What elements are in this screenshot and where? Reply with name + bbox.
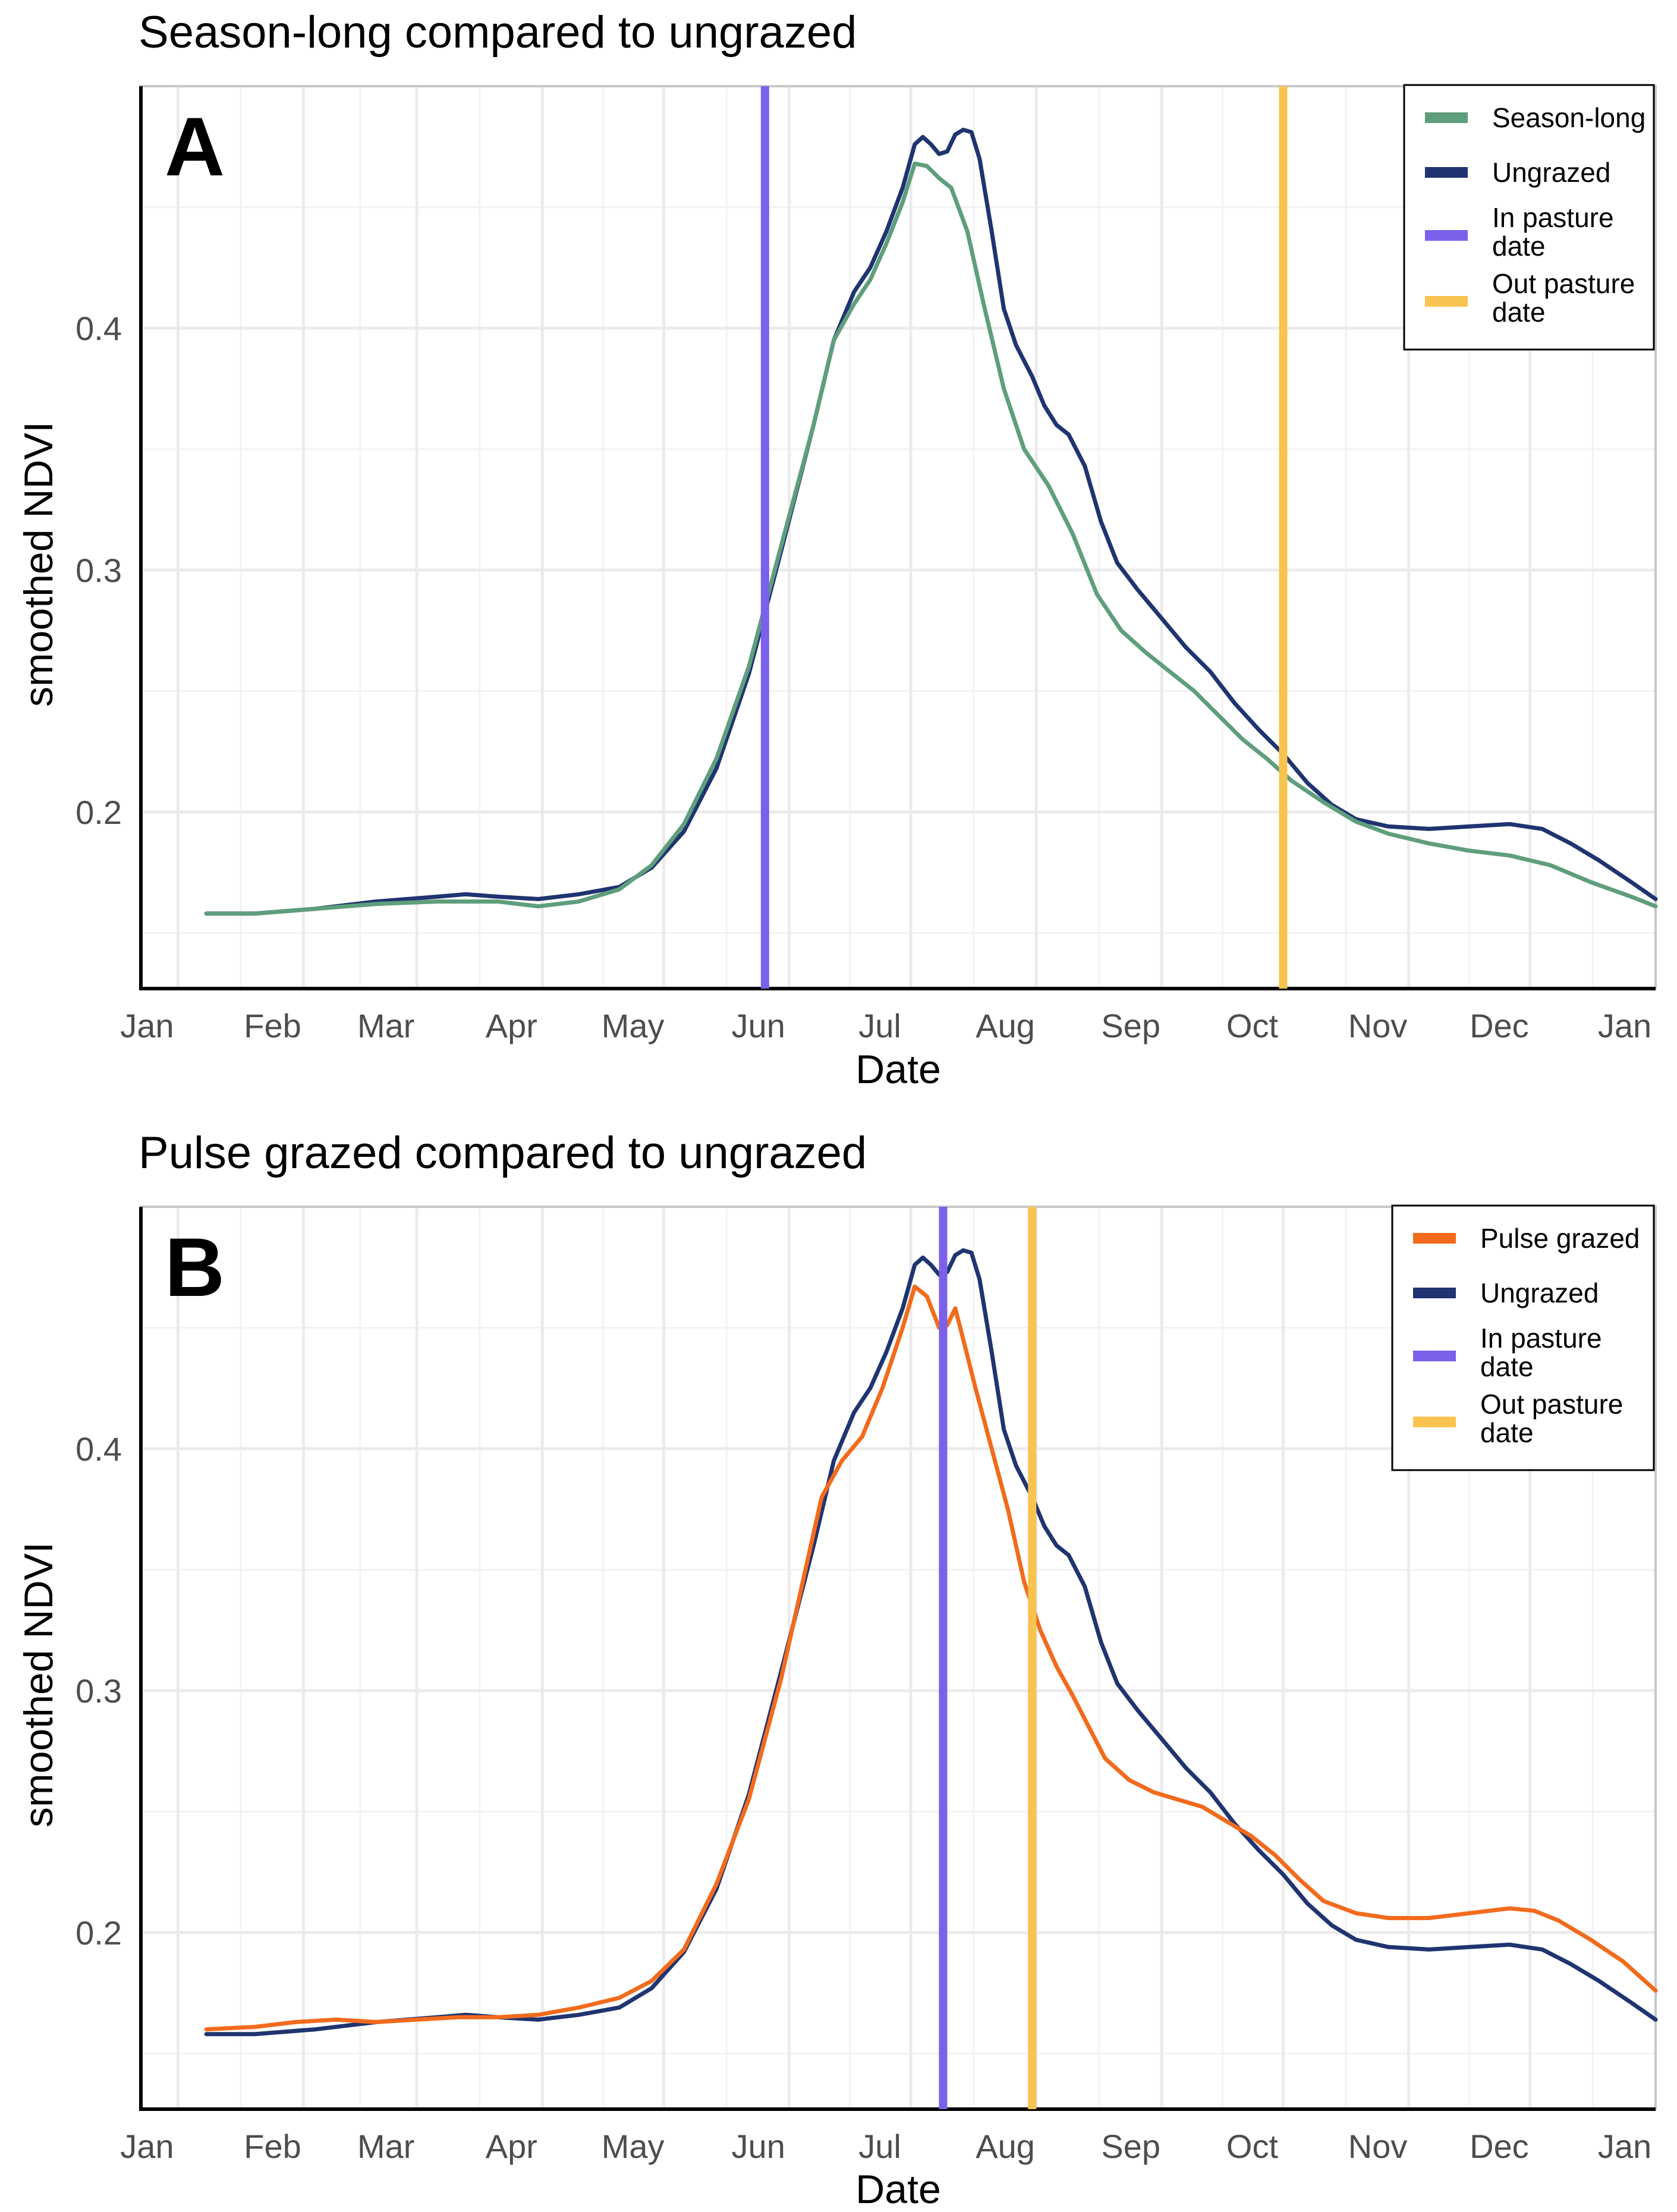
panel-a-x-tick-label: Jun xyxy=(732,1007,785,1044)
panel-b-y-tick-label: 0.2 xyxy=(75,1914,122,1952)
panel-b-x-axis-title: Date xyxy=(855,2167,941,2212)
panel-b-legend-swatch-out-pasture-date xyxy=(1413,1417,1456,1427)
panel-a-x-tick-label: Nov xyxy=(1348,1007,1408,1044)
legend-label-line: Out pasture xyxy=(1480,1389,1623,1420)
panel-a-y-axis-title: smoothed NDVI xyxy=(16,421,61,707)
panel-a-legend-swatch-out-pasture-date xyxy=(1425,296,1468,307)
panel-b-series-ungrazed xyxy=(204,1248,1658,2037)
panel-a-x-tick-label: Jul xyxy=(858,1007,901,1044)
legend-label-line: In pasture xyxy=(1480,1323,1602,1354)
panel-b-y-axis-title: smoothed NDVI xyxy=(16,1542,61,1827)
panel-b-x-tick-label: Oct xyxy=(1226,2128,1279,2165)
panel-b-x-tick-label: Sep xyxy=(1101,2128,1160,2165)
panel-b-legend-label-pulse-grazed: Pulse grazed xyxy=(1480,1223,1640,1254)
panel-a-legend-swatch-ungrazed xyxy=(1425,167,1468,178)
panel-b-y-tick-label: 0.3 xyxy=(75,1672,122,1710)
panel-a-x-tick-label: Dec xyxy=(1470,1007,1529,1044)
panel-a-x-tick-label: Jan xyxy=(1598,1007,1651,1044)
panel-a-x-tick-label: Sep xyxy=(1101,1007,1160,1044)
panel-a-y-tick-label: 0.3 xyxy=(75,552,122,589)
panel-b-title: Pulse grazed compared to ungrazed xyxy=(139,1128,867,1178)
panel-a-series-season-long xyxy=(204,161,1658,916)
panel-b-legend-swatch-pulse-grazed xyxy=(1413,1233,1456,1244)
panel-b-x-tick-label: Feb xyxy=(244,2128,301,2165)
panel-b-series-pulse-grazed xyxy=(204,1284,1658,2032)
panel-a: Jan Feb Mar Apr May Jun Jul Aug Sep Oct Nov Dec Jan 0… xyxy=(16,7,1658,1092)
legend-label-line: date xyxy=(1480,1417,1534,1448)
panel-b-legend-label-out-pasture-date: Out pasture date xyxy=(1480,1389,1623,1448)
panel-a-legend-label-out-pasture-date: Out pasture date xyxy=(1492,268,1635,328)
panel-b-x-tick-label: Jan xyxy=(120,2128,174,2165)
panel-b-x-tick-label: Aug xyxy=(976,2128,1035,2165)
legend-label-line: date xyxy=(1480,1351,1534,1382)
legend-label-line: Out pasture xyxy=(1492,268,1635,299)
panel-b-x-tick-label: Mar xyxy=(357,2128,414,2165)
panel-b-y-tick-label: 0.4 xyxy=(75,1430,122,1468)
legend-label-line: In pasture xyxy=(1492,202,1614,233)
panel-b-x-tick-label: Apr xyxy=(486,2128,537,2165)
panel-a-y-tick-label: 0.4 xyxy=(75,310,122,347)
panel-b-x-tick-label: Dec xyxy=(1470,2128,1529,2165)
panel-a-y-tick-label: 0.2 xyxy=(75,794,122,831)
panel-a-x-tick-label: Oct xyxy=(1226,1007,1279,1044)
panel-a-x-tick-label: Jan xyxy=(120,1007,174,1044)
panel-a-legend-label-season-long: Season-long xyxy=(1492,102,1645,133)
legend-label-line: date xyxy=(1492,297,1546,328)
panel-a-x-tick-label: Apr xyxy=(486,1007,537,1044)
panel-a-x-tick-label: Aug xyxy=(976,1007,1035,1044)
panel-b-legend-label-in-pasture-date: In pasture date xyxy=(1480,1323,1602,1382)
panel-b: Jan Feb Mar Apr May Jun Jul Aug Sep Oct Nov Dec Jan 0… xyxy=(16,1128,1658,2212)
panel-b-legend-label-ungrazed: Ungrazed xyxy=(1480,1278,1599,1308)
panel-a-x-tick-label: May xyxy=(602,1007,665,1044)
panel-b-x-tick-label: Jul xyxy=(858,2128,901,2165)
panel-b-x-tick-label: Jun xyxy=(732,2128,785,2165)
panel-b-legend-swatch-in-pasture-date xyxy=(1413,1351,1456,1361)
panel-b-legend-swatch-ungrazed xyxy=(1413,1288,1456,1298)
panel-a-x-tick-label: Feb xyxy=(244,1007,301,1044)
panel-a-legend-label-ungrazed: Ungrazed xyxy=(1492,157,1610,188)
panel-b-x-tick-label: Nov xyxy=(1348,2128,1408,2165)
panel-a-x-tick-label: Mar xyxy=(357,1007,414,1044)
panel-a-legend-swatch-in-pasture-date xyxy=(1425,230,1468,241)
panel-b-x-tick-label: Jan xyxy=(1598,2128,1651,2165)
panel-a-legend-swatch-season-long xyxy=(1425,112,1468,123)
panel-b-x-tick-label: May xyxy=(602,2128,665,2165)
panel-a-title: Season-long compared to ungrazed xyxy=(139,7,857,58)
panel-a-letter: A xyxy=(165,100,225,193)
panel-a-legend-label-in-pasture-date: In pasture date xyxy=(1492,202,1614,262)
panel-b-letter: B xyxy=(165,1220,225,1314)
panel-a-x-axis-title: Date xyxy=(855,1047,941,1092)
legend-label-line: date xyxy=(1492,231,1546,262)
